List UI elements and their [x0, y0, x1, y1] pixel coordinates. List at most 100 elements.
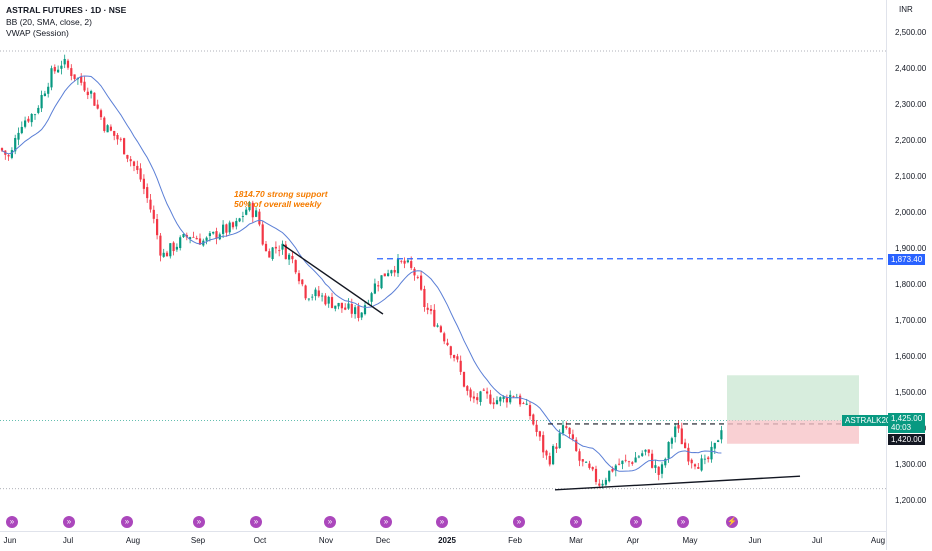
earnings-event-icon[interactable]: » [250, 516, 262, 528]
candle-body [575, 439, 578, 451]
earnings-event-icon[interactable]: » [6, 516, 18, 528]
candle-body [321, 295, 324, 297]
earnings-event-icon[interactable]: » [324, 516, 336, 528]
time-tick: Jul [62, 536, 74, 545]
candle-body [363, 305, 367, 315]
candle-body [271, 247, 274, 260]
candle-body [568, 427, 571, 434]
candle-body [618, 463, 621, 465]
candle-body [443, 333, 446, 342]
candle-body [132, 161, 136, 166]
candle-body [281, 243, 284, 250]
candle-body [291, 256, 294, 260]
candle-body [80, 76, 83, 83]
candle-body [311, 296, 314, 298]
candle-body [677, 425, 680, 429]
candle-body [429, 308, 433, 311]
candle-body [57, 69, 60, 73]
candle-body [502, 396, 505, 399]
candle-body [340, 302, 343, 309]
earnings-event-icon[interactable]: ⚡ [726, 516, 738, 528]
earnings-event-icon[interactable]: » [121, 516, 133, 528]
candle-body [707, 457, 710, 460]
candle-body [159, 235, 162, 256]
vwap-indicator-label[interactable]: VWAP (Session) [6, 28, 69, 38]
candle-body [119, 138, 122, 140]
price-plot[interactable] [0, 0, 886, 531]
candle-body [396, 259, 400, 274]
candle-body [162, 252, 165, 257]
candle-body [60, 65, 63, 69]
candle-body [489, 394, 492, 404]
candle-body [225, 224, 228, 233]
candle-body [545, 450, 548, 456]
candle-body [47, 86, 50, 94]
current-price-value: 1,425.00 [891, 414, 923, 423]
symbol-title[interactable]: ASTRAL FUTURES · 1D · NSE [6, 5, 127, 15]
price-tick: 1,800.00 [895, 280, 927, 290]
candle-body [235, 220, 238, 227]
candle-body [370, 293, 373, 302]
candle-body [644, 449, 647, 452]
current-price-label: ASTRALK2025 [842, 415, 903, 426]
candle-body [274, 246, 277, 249]
candle-body [390, 270, 393, 274]
candle-body [40, 95, 43, 109]
candle-body [634, 457, 637, 463]
candle-body [377, 285, 380, 287]
earnings-event-icon[interactable]: » [513, 516, 525, 528]
price-tick: 2,200.00 [895, 136, 927, 146]
candle-body [17, 132, 20, 140]
earnings-event-icon[interactable]: » [677, 516, 689, 528]
candle-body [472, 396, 475, 399]
candle-body [334, 305, 337, 309]
candle-body [0, 148, 4, 151]
candle-body [179, 237, 182, 249]
candle-body [195, 237, 198, 240]
candle-body [330, 297, 334, 308]
candle-body [492, 402, 495, 405]
candle-body [499, 397, 502, 402]
candle-body [297, 273, 301, 282]
price-tick: 2,400.00 [895, 64, 927, 74]
earnings-event-icon[interactable]: » [570, 516, 582, 528]
candle-body [208, 233, 211, 237]
candle-body [552, 445, 555, 465]
time-tick: Jun [748, 536, 762, 545]
candle-body [654, 465, 657, 468]
candle-body [317, 290, 320, 297]
candle-body [594, 468, 598, 482]
price-tick: 1,900.00 [895, 244, 927, 254]
candle-body [664, 458, 667, 466]
candle-body [436, 325, 439, 327]
stop-price-value: 1,420.00 [891, 435, 923, 444]
earnings-event-icon[interactable]: » [630, 516, 642, 528]
candle-body [261, 224, 264, 245]
candle-body [337, 302, 340, 307]
earnings-event-icon[interactable]: » [436, 516, 448, 528]
earnings-event-icon[interactable]: » [380, 516, 392, 528]
time-tick: Sep [190, 536, 206, 545]
bb-indicator-label[interactable]: BB (20, SMA, close, 2) [6, 16, 92, 27]
time-axis[interactable]: Jun Jul Aug Sep Oct Nov Dec 2025 Feb Mar Apr May Jun… [0, 531, 886, 551]
candle-body [198, 238, 202, 245]
candle-body [251, 202, 254, 218]
candle-body [205, 237, 208, 241]
candle-body [581, 459, 584, 462]
time-tick: Nov [318, 536, 334, 545]
candle-body [667, 442, 670, 459]
candle-body [482, 389, 485, 391]
candle-body [621, 460, 624, 465]
candle-body [565, 426, 568, 428]
bollinger-basis-line [1, 75, 722, 472]
candle-body [294, 260, 297, 273]
currency-label[interactable]: INR [899, 5, 913, 14]
earnings-event-icon[interactable]: » [193, 516, 205, 528]
candle-body [519, 395, 522, 405]
candle-body [525, 403, 528, 405]
earnings-event-icon[interactable]: » [63, 516, 75, 528]
price-axis[interactable]: INR 2,500.00 2,400.00 2,300.00 2,200.00 2,10… [886, 0, 932, 550]
candle-body [27, 118, 30, 122]
time-tick: Aug [125, 536, 141, 545]
